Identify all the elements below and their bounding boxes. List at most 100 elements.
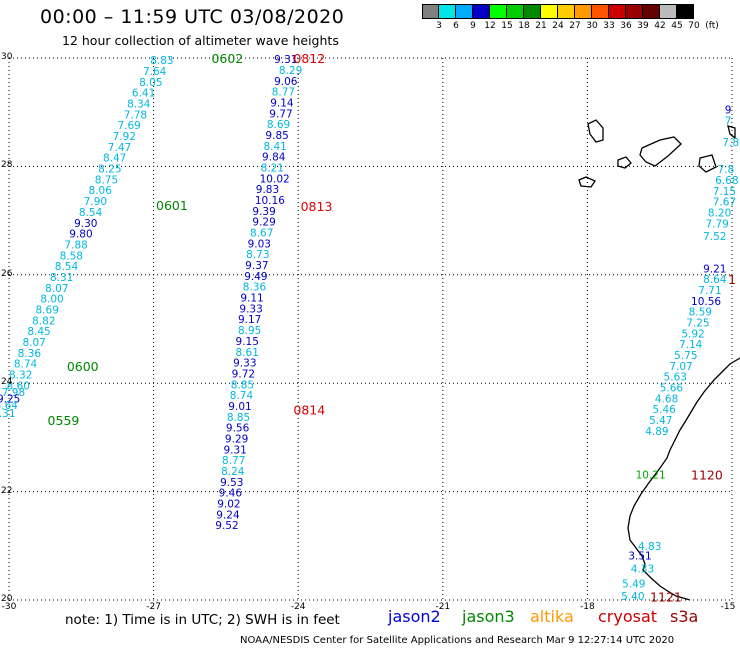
color-scale-swatch	[490, 4, 507, 19]
wave-height-value: 8.59	[689, 307, 712, 319]
wave-height-value: 8.54	[55, 261, 79, 273]
color-scale-label: 30	[586, 21, 598, 31]
wave-height-value: 9.85	[265, 130, 288, 142]
wave-height-value: 7.52	[703, 231, 726, 243]
wave-height-value: 8.61	[236, 347, 259, 359]
wave-height-value: 8.06	[89, 185, 113, 197]
pass-time-label: 0812	[293, 51, 325, 66]
wave-height-value: 9.03	[248, 238, 271, 250]
coastline-path	[727, 125, 736, 140]
lat-tick-label: 30	[1, 52, 13, 62]
wave-height-value: 8.36	[18, 348, 42, 360]
wave-height-value: 9.33	[239, 303, 262, 315]
wave-height-value: 7.92	[113, 131, 136, 143]
lat-lon-grid	[8, 57, 733, 601]
wave-height-value: 9.37	[245, 260, 268, 272]
legend-item-altika: altika	[530, 607, 574, 626]
wave-height-value: 8.34	[127, 99, 151, 111]
wave-height-value: 9.06	[274, 76, 298, 88]
wave-height-value: 8.67	[250, 228, 273, 240]
legend-item-jason2: jason2	[388, 607, 441, 626]
wave-height-value: 9.77	[269, 108, 292, 120]
color-scale-label: 12	[484, 21, 496, 31]
wave-height-value: 8.07	[22, 337, 45, 349]
wave-height-value: 8.69	[36, 304, 59, 316]
wave-height-value: 9.02	[217, 499, 240, 511]
wave-height-value: 8.54	[79, 207, 103, 219]
wave-height-value: 9.31	[274, 54, 297, 66]
wave-height-value: 9.29	[252, 217, 275, 229]
wave-height-value: 7.69	[117, 120, 140, 132]
color-scale-label: 36	[620, 21, 632, 31]
wave-height-value: 8.31	[50, 272, 73, 284]
wave-height-value: 5.47	[649, 415, 672, 427]
wave-height-value: 7.25	[686, 317, 709, 329]
lon-tick-label: -18	[580, 602, 595, 612]
wave-height-value: 8.45	[27, 326, 50, 338]
wave-height-value: 5.40	[621, 591, 644, 603]
wave-height-value: 9.29	[225, 433, 248, 445]
page-subtitle: 12 hour collection of altimeter wave hei…	[62, 33, 339, 48]
wave-height-value: 7.64	[143, 66, 167, 78]
wave-height-value: 8.64	[0, 400, 18, 412]
lat-tick-label: 28	[1, 160, 13, 171]
color-scale-label: 33	[603, 21, 615, 31]
lat-tick-label: 26	[1, 268, 13, 279]
altimeter-tracks: 8.837.648.056.418.347.787.697.927.478.47…	[0, 51, 739, 604]
wave-height-value: 8.32	[9, 370, 32, 382]
wave-height-value: 8.75	[95, 174, 118, 186]
color-scale-label: 39	[637, 21, 649, 31]
wave-height-value: 7.71	[698, 285, 721, 297]
wave-height-value: 8.07	[45, 283, 68, 295]
lon-tick-label: -30	[1, 602, 17, 612]
lon-tick-label: -27	[146, 602, 161, 612]
color-scale-swatch	[677, 4, 694, 19]
wave-height-value: 8.64	[703, 274, 727, 286]
lat-tick-label: 24	[1, 377, 13, 388]
color-scale-swatch	[575, 4, 592, 19]
wave-height-value: 8.24	[221, 466, 245, 478]
wave-height-value: 8.20	[708, 207, 731, 219]
pass-time-label: 0814	[293, 402, 325, 417]
wave-height-value: 7.15	[713, 186, 736, 198]
color-scale-swatch	[422, 4, 439, 19]
color-scale-label: 21	[535, 21, 547, 31]
pass-time-label: 0601	[156, 198, 188, 213]
wave-height-value: 9.30	[74, 218, 97, 230]
wave-height-value: 9.83	[256, 184, 279, 196]
wave-height-value: 8.69	[267, 119, 290, 131]
wave-height-value: 9.21	[703, 263, 726, 275]
color-scale-swatch	[660, 4, 677, 19]
wave-height-value: 8.85	[231, 379, 254, 391]
wave-height-value: 8.85	[227, 412, 250, 424]
wave-height-value: 9.01	[228, 401, 251, 413]
pass-time-label: 0559	[48, 413, 80, 428]
color-scale-swatch	[439, 4, 456, 19]
wave-height-value: 8.05	[139, 77, 162, 89]
wave-height-color-scale	[422, 4, 694, 19]
color-scale-swatch	[541, 4, 558, 19]
wave-height-value: 8.73	[246, 249, 269, 261]
color-scale-label: 3	[436, 21, 442, 31]
wave-height-value: 9.33	[233, 358, 256, 370]
wave-height-value: 6.68	[715, 175, 738, 187]
coastline-path	[698, 154, 717, 173]
wave-height-value: 9.46	[219, 488, 243, 500]
wave-height-value: 9.49	[244, 271, 267, 283]
wave-height-value: 9.84	[262, 152, 286, 164]
wave-height-value: 7.67	[713, 197, 736, 209]
wave-height-value: 10.21	[636, 469, 666, 481]
color-scale-swatch	[473, 4, 490, 19]
legend-item-cryosat: cryosat	[598, 607, 658, 626]
wave-height-value: 7.07	[669, 361, 692, 373]
wave-height-value: 7	[725, 115, 732, 127]
wave-height-value: 9.39	[252, 206, 275, 218]
wave-height-value: 9.14	[270, 97, 294, 109]
wave-height-value: 8.74	[14, 359, 38, 371]
wave-height-value: 4.33	[631, 564, 654, 576]
wave-height-value: 9.15	[236, 336, 259, 348]
wave-height-value: 9.72	[232, 368, 255, 380]
wave-height-value: 8.47	[103, 153, 126, 165]
wave-height-value: 7.8	[718, 164, 735, 176]
wave-height-value: 5.92	[681, 328, 704, 340]
